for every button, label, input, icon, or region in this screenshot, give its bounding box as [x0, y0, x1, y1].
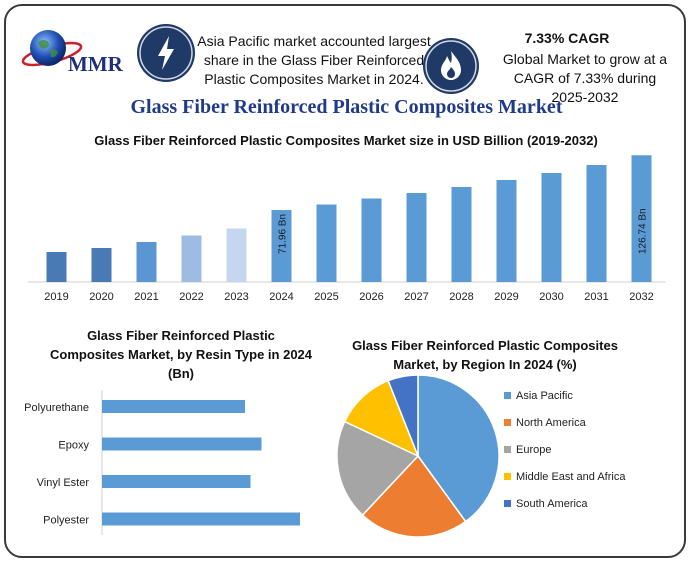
bar-2023 — [226, 228, 247, 282]
slice-asia-pacific — [417, 374, 500, 523]
x-tick-label: 2025 — [314, 291, 338, 303]
slice-north-america — [361, 454, 467, 538]
x-tick-label: 2019 — [44, 291, 68, 303]
category-label: Polyester — [43, 515, 89, 527]
slice-south-america — [387, 374, 419, 457]
category-label: Epoxy — [58, 440, 89, 452]
bar-2031 — [586, 165, 607, 282]
bar-chart-title: Glass Fiber Reinforced Plastic Composite… — [94, 133, 598, 148]
bar-2019 — [46, 252, 67, 282]
bar-2029 — [496, 180, 517, 282]
bar-polyurethane — [102, 400, 245, 413]
bar-vinyl-ester — [102, 475, 251, 488]
slice-europe — [336, 420, 420, 517]
x-tick-label: 2026 — [359, 291, 383, 303]
logo-text: MMR — [68, 52, 123, 76]
lightning-icon — [137, 24, 195, 82]
slice-middle-east-and-africa — [343, 379, 420, 458]
legend-swatch — [504, 392, 511, 399]
legend-swatch — [504, 473, 511, 480]
resin-type-bar-chart: Polyurethane Epoxy Vinyl Ester Polyester — [24, 390, 300, 535]
page-title: Glass Fiber Reinforced Plastic Composite… — [130, 96, 563, 118]
category-label: Vinyl Ester — [37, 477, 90, 489]
data-label-2032: 126.74 Bn — [638, 208, 649, 254]
bar-2025 — [316, 204, 337, 282]
x-tick-label: 2023 — [224, 291, 248, 303]
bar-polyester — [102, 512, 300, 526]
flame-icon — [423, 38, 479, 94]
legend-label: Middle East and Africa — [516, 471, 626, 483]
legend-label: Europe — [516, 444, 551, 456]
cagr-text: Global Market to grow at a CAGR of 7.33%… — [502, 51, 668, 105]
cagr-title: 7.33% CAGR — [524, 30, 610, 46]
legend-label: South America — [516, 498, 588, 510]
logo: MMR — [14, 24, 132, 76]
pie-chart-title: Glass Fiber Reinforced Plastic Composite… — [352, 338, 618, 372]
bar-2030 — [541, 173, 562, 282]
legend-label: North America — [516, 417, 587, 429]
globe-icon — [21, 30, 83, 67]
asia-pacific-info: Asia Pacific market accounted largest sh… — [197, 33, 431, 87]
x-tick-label: 2020 — [89, 291, 113, 303]
bar-2024 — [271, 210, 292, 282]
x-tick-label: 2028 — [449, 291, 473, 303]
x-tick-label: 2027 — [404, 291, 428, 303]
bar-2022 — [181, 235, 202, 282]
region-pie-chart: Asia Pacific North America Europe Middle Ea… — [336, 374, 626, 538]
data-label-2024: 71.96 Bn — [278, 214, 289, 254]
bar-2021 — [136, 242, 157, 282]
legend-swatch — [504, 446, 511, 453]
bar-2032 — [631, 155, 652, 282]
x-tick-label: 2024 — [269, 291, 293, 303]
legend-label: Asia Pacific — [516, 390, 573, 402]
legend-swatch — [504, 500, 511, 507]
x-tick-label: 2030 — [539, 291, 563, 303]
x-tick-label: 2021 — [134, 291, 158, 303]
x-tick-label: 2029 — [494, 291, 518, 303]
bar-2027 — [406, 193, 427, 282]
bar-epoxy — [102, 437, 262, 451]
bar-2020 — [91, 248, 112, 282]
x-tick-label: 2031 — [584, 291, 608, 303]
x-tick-label: 2032 — [629, 291, 653, 303]
market-size-bar-chart: 2019 2020 2021 2022 2023 2024 2025 2026 2027 2028… — [28, 155, 666, 303]
legend-swatch — [504, 419, 511, 426]
x-tick-label: 2022 — [179, 291, 203, 303]
resin-chart-title: Glass Fiber Reinforced Plastic Composite… — [50, 328, 313, 381]
category-label: Polyurethane — [24, 402, 89, 414]
bar-2028 — [451, 187, 472, 282]
bar-2026 — [361, 198, 382, 282]
